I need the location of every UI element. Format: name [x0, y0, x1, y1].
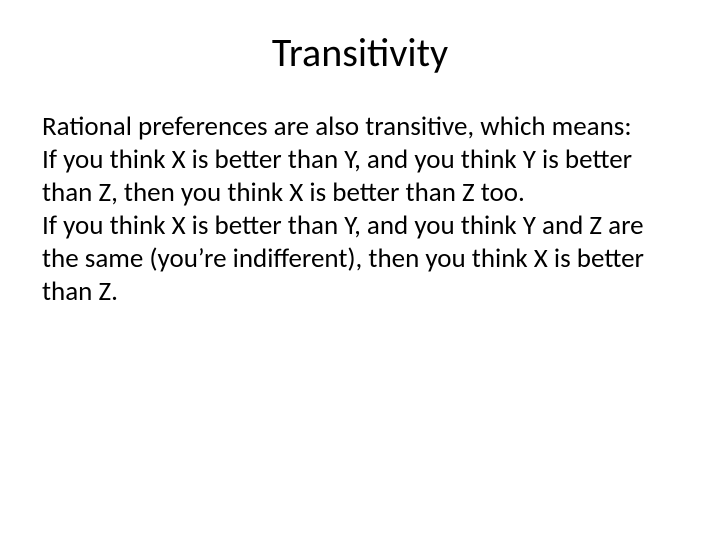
slide-body: Rational preferences are also transitive…: [42, 111, 678, 309]
body-paragraph: If you think X is better than Y, and you…: [42, 144, 678, 210]
body-paragraph: Rational preferences are also transitive…: [42, 111, 678, 144]
slide: Transitivity Rational preferences are al…: [0, 0, 720, 540]
slide-title: Transitivity: [42, 28, 678, 77]
body-paragraph: If you think X is better than Y, and you…: [42, 210, 678, 309]
